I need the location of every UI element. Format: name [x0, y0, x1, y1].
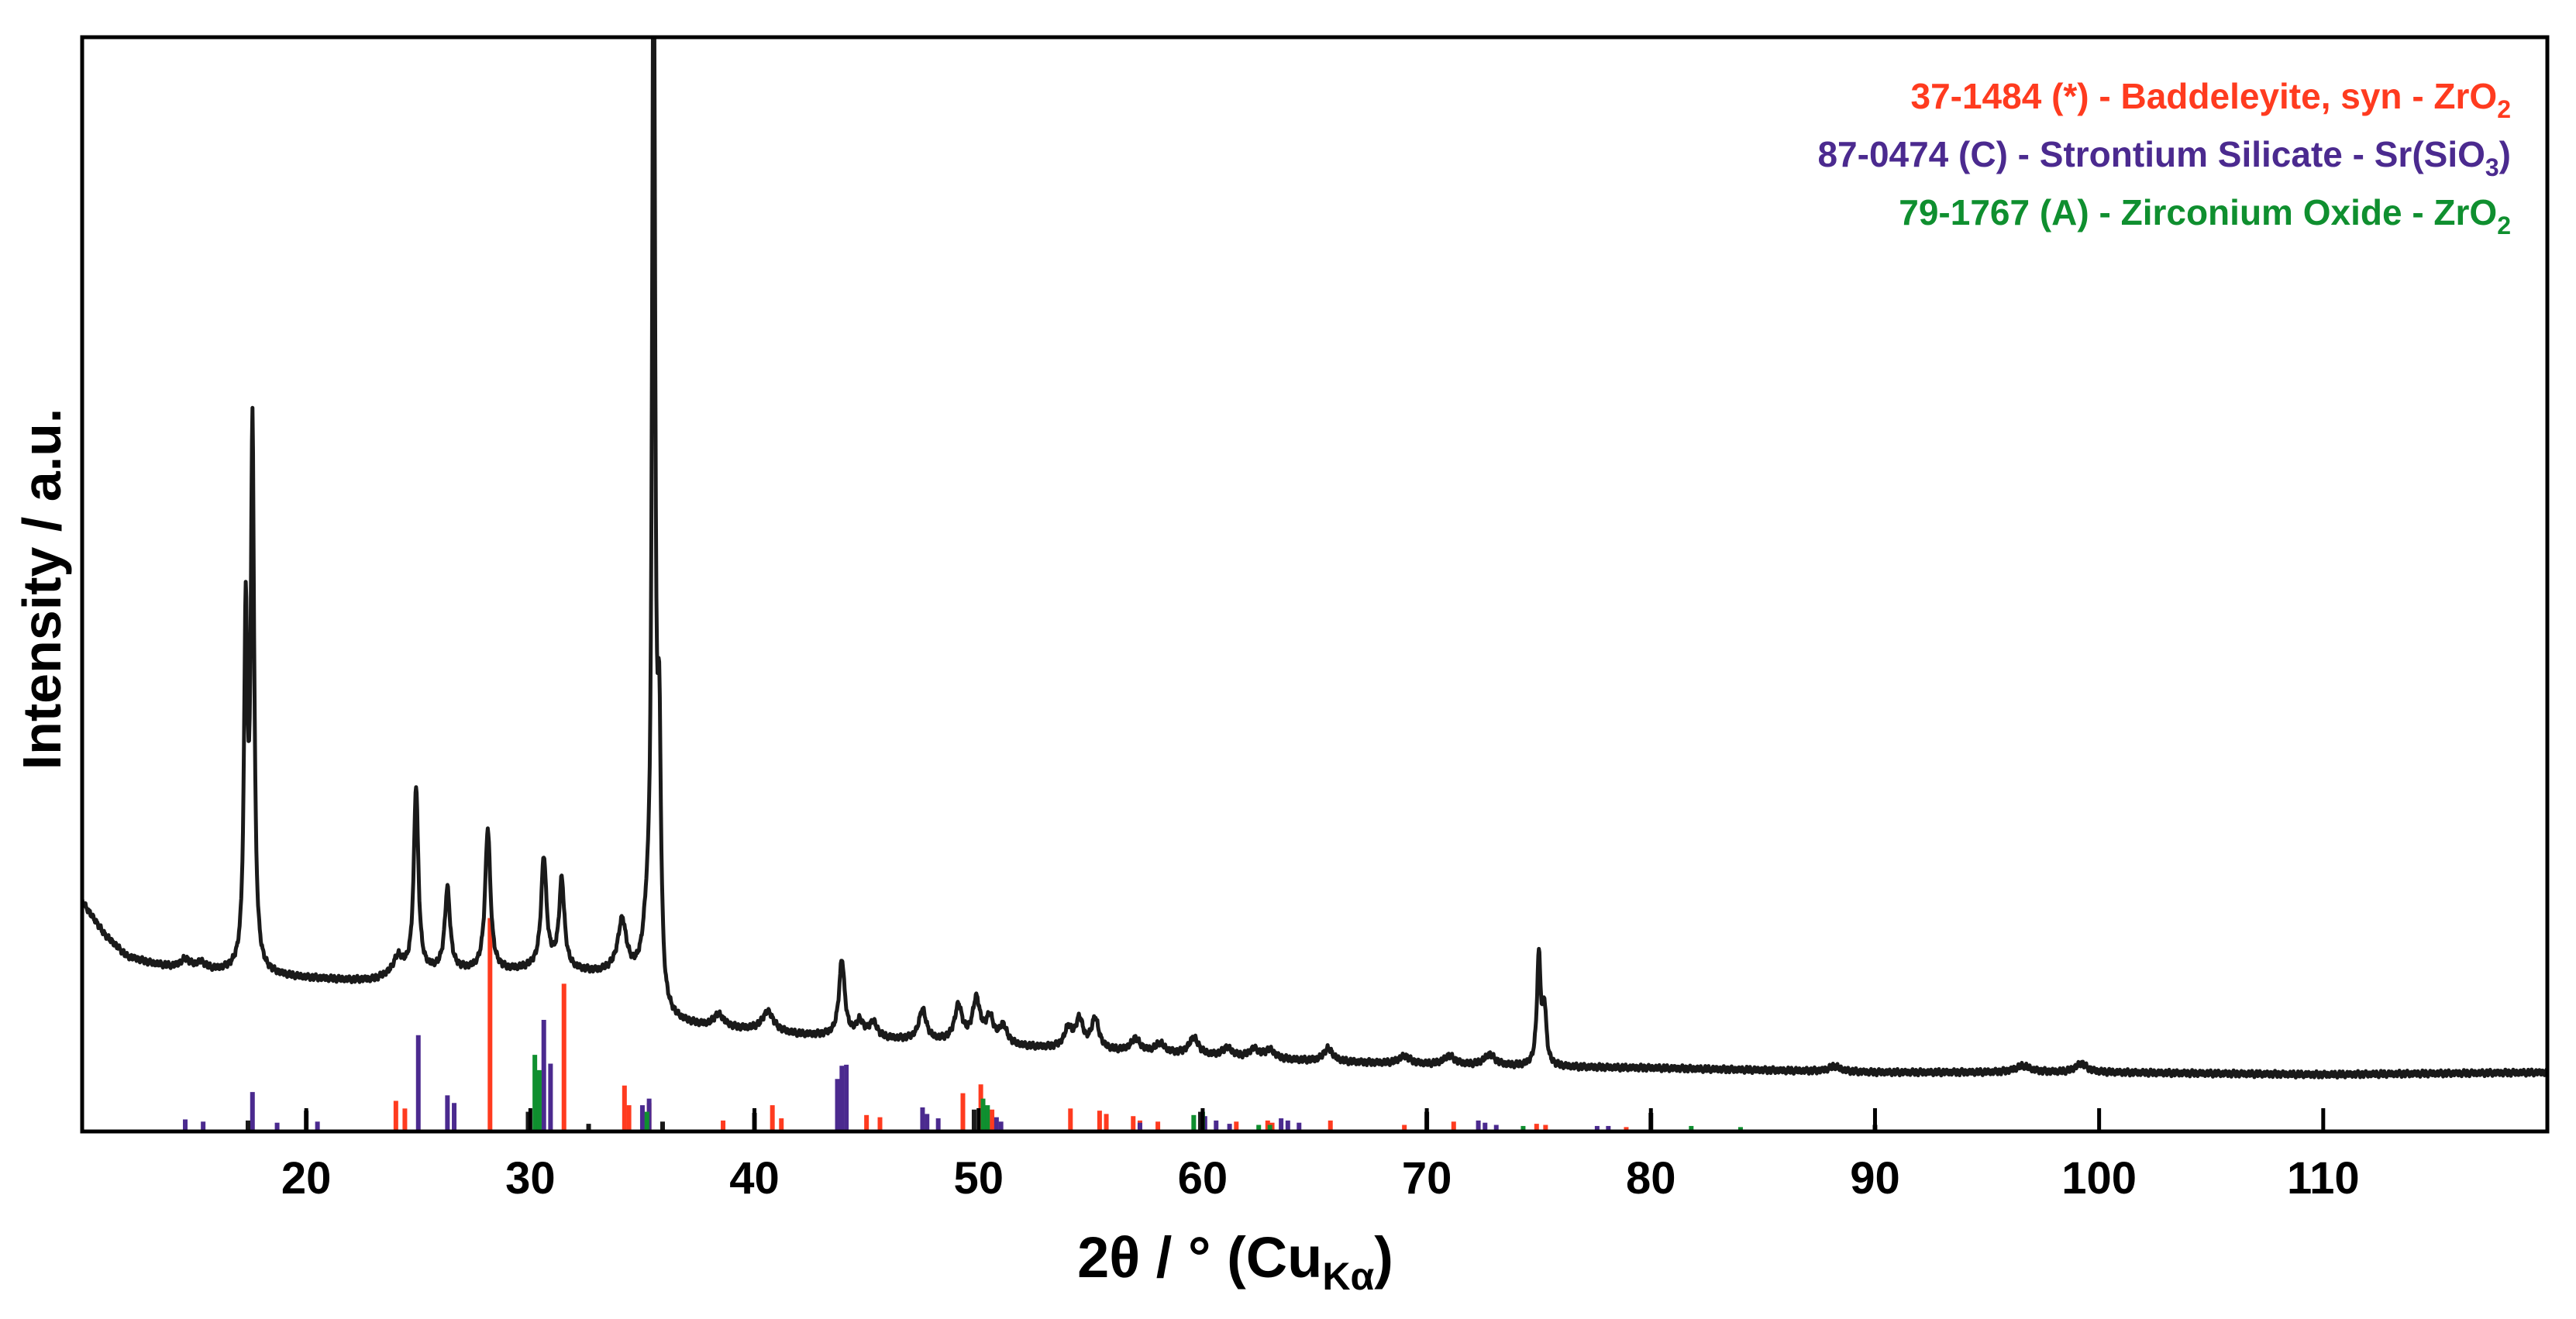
- x-tick-label-40: 40: [729, 1153, 780, 1204]
- legend-entry-2: 87-0474 (C) - Strontium Silicate - Sr(Si…: [1817, 134, 2511, 181]
- x-tick-label-50: 50: [953, 1153, 1004, 1204]
- x-tick-label-30: 30: [505, 1153, 556, 1204]
- plot-frame: [80, 35, 2550, 1134]
- x-tick-label-20: 20: [281, 1153, 332, 1204]
- x-axis-label-main: 2θ / ° (Cu: [1077, 1225, 1322, 1290]
- x-tick-label-70: 70: [1402, 1153, 1452, 1204]
- reference-stick-patterns: [183, 918, 1878, 1131]
- x-axis-label: 2θ / ° (CuKα): [1077, 1225, 1393, 1298]
- legend-entry-3: 79-1767 (A) - Zirconium Oxide - ZrO2: [1899, 192, 2511, 239]
- legend-entry-1: 37-1484 (*) - Baddeleyite, syn - ZrO2: [1910, 76, 2511, 123]
- xrd-pattern-line: [82, 37, 2547, 1080]
- x-axis-label-close: ): [1374, 1225, 1393, 1290]
- x-tick-label-80: 80: [1626, 1153, 1676, 1204]
- y-axis-label: Intensity / a.u.: [12, 408, 72, 770]
- x-axis-label-subscript: Kα: [1322, 1255, 1374, 1298]
- x-tick-label-110: 110: [2287, 1153, 2360, 1204]
- x-tick-label-100: 100: [2061, 1153, 2137, 1204]
- x-tick-label-60: 60: [1178, 1153, 1228, 1204]
- x-axis-ticks: 20 30 40 50 60 70 80 90 100 110: [281, 1108, 2360, 1204]
- legend: 37-1484 (*) - Baddeleyite, syn - ZrO2 87-…: [1817, 76, 2511, 239]
- x-tick-label-90: 90: [1850, 1153, 1900, 1204]
